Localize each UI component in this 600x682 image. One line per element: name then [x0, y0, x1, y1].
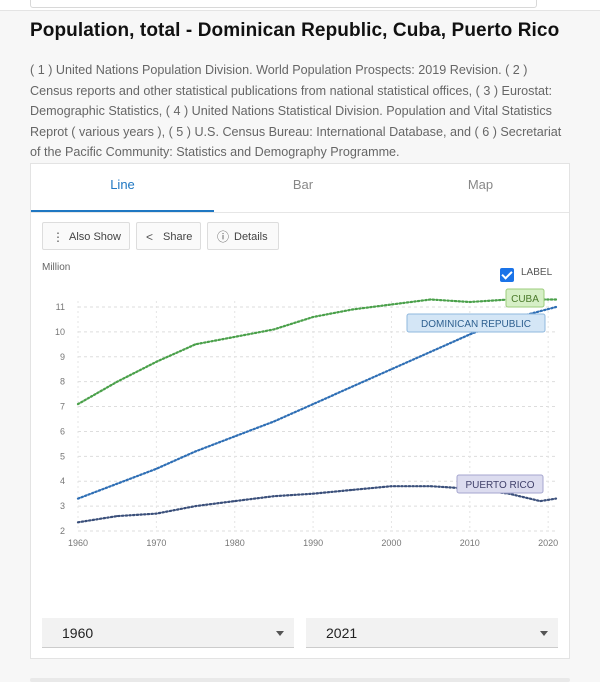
data-point — [468, 301, 471, 303]
start-year-select[interactable]: 1960 — [42, 618, 294, 648]
y-tick-label: 8 — [60, 377, 65, 387]
y-tick-label: 3 — [60, 501, 65, 511]
share-icon: < — [146, 230, 154, 244]
data-point — [351, 489, 354, 491]
data-point — [312, 492, 314, 495]
data-point — [539, 500, 542, 503]
search-input[interactable] — [30, 0, 537, 8]
label-checkbox[interactable] — [500, 268, 514, 282]
y-tick-label: 10 — [55, 327, 65, 337]
data-point — [273, 420, 275, 423]
data-point — [390, 303, 393, 306]
start-year-value: 1960 — [62, 625, 94, 641]
data-point — [468, 333, 471, 336]
data-point — [77, 403, 79, 405]
x-tick-label: 1960 — [68, 538, 88, 548]
share-label: Share — [163, 231, 193, 243]
data-point — [77, 497, 79, 500]
data-point — [116, 380, 119, 383]
data-point — [116, 482, 119, 485]
data-point — [429, 298, 432, 301]
data-point — [233, 435, 236, 438]
y-tick-label: 11 — [56, 302, 65, 312]
data-point — [273, 495, 275, 498]
data-point — [351, 385, 354, 388]
top-search-bar — [0, 0, 600, 11]
x-tick-label: 2010 — [460, 538, 480, 548]
data-point — [351, 308, 354, 311]
series-label-box-2 — [456, 474, 544, 494]
y-tick-label: 7 — [60, 402, 65, 412]
x-tick-label: 2020 — [538, 538, 558, 548]
data-point — [155, 512, 158, 515]
data-point — [194, 450, 197, 453]
end-year-select[interactable]: 2021 — [306, 618, 558, 648]
label-toggle-text: LABEL — [521, 267, 553, 278]
y-tick-label: 9 — [60, 352, 65, 362]
also-show-button[interactable]: ⋮ Also Show — [42, 222, 130, 250]
y-tick-label: 4 — [60, 476, 65, 486]
data-point — [390, 368, 393, 371]
data-point — [390, 485, 393, 488]
page-title: Population, total - Dominican Republic, … — [30, 20, 560, 41]
data-point — [555, 298, 557, 301]
tab-line[interactable]: Line — [31, 164, 214, 212]
data-point — [194, 505, 197, 508]
chevron-down-icon — [540, 631, 548, 636]
tab-map[interactable]: Map — [467, 177, 494, 192]
data-point — [273, 328, 275, 331]
data-point — [116, 515, 119, 517]
y-tick-label: 5 — [60, 451, 65, 461]
chevron-down-icon — [276, 631, 284, 636]
end-year-value: 2021 — [326, 625, 358, 641]
tab-bar[interactable]: Bar — [292, 177, 314, 192]
line-chart: 2 3 4 5 6 7 8 9 10 11 1960 1970 1980 1990 2000 2010 2020… — [55, 288, 558, 548]
x-tick-label: 1980 — [225, 538, 245, 548]
data-point — [155, 360, 158, 363]
y-axis-unit: Million — [42, 262, 71, 273]
series-label-2: PUERTO RICO — [465, 480, 534, 491]
x-tick-label: 1970 — [146, 538, 166, 548]
chart-card: Line Bar Map ⋮ Also Show < Share ⓘ Detai… — [30, 163, 570, 659]
also-show-label: Also Show — [69, 231, 121, 243]
data-point — [429, 485, 432, 488]
data-point — [555, 497, 557, 500]
series-label-box-1 — [406, 313, 546, 333]
data-point — [194, 343, 197, 346]
data-point — [429, 350, 432, 353]
y-tick-label: 2 — [60, 526, 65, 536]
data-point — [555, 306, 557, 308]
share-button[interactable]: < Share — [136, 222, 201, 250]
data-point — [312, 403, 314, 405]
data-point — [233, 500, 236, 503]
x-tick-label: 2000 — [381, 538, 401, 548]
details-label: Details — [234, 231, 268, 243]
details-button[interactable]: ⓘ Details — [207, 222, 279, 250]
y-tick-label: 6 — [60, 426, 65, 436]
info-icon: ⓘ — [217, 230, 230, 244]
source-note: ( 1 ) United Nations Population Division… — [30, 63, 562, 159]
data-point — [155, 467, 158, 470]
data-point — [233, 335, 236, 338]
series-label-0: CUBA — [511, 294, 539, 305]
data-point — [77, 521, 79, 524]
view-tabs: Line Bar Map — [31, 164, 569, 213]
data-point — [312, 316, 314, 318]
series-label-box-0 — [505, 288, 545, 308]
scroll-hint-bar — [30, 678, 570, 682]
series-label-1: DOMINICAN REPUBLIC — [421, 319, 531, 330]
more-vertical-icon: ⋮ — [52, 230, 64, 244]
x-tick-label: 1990 — [303, 538, 323, 548]
series-line-1 — [76, 305, 558, 500]
